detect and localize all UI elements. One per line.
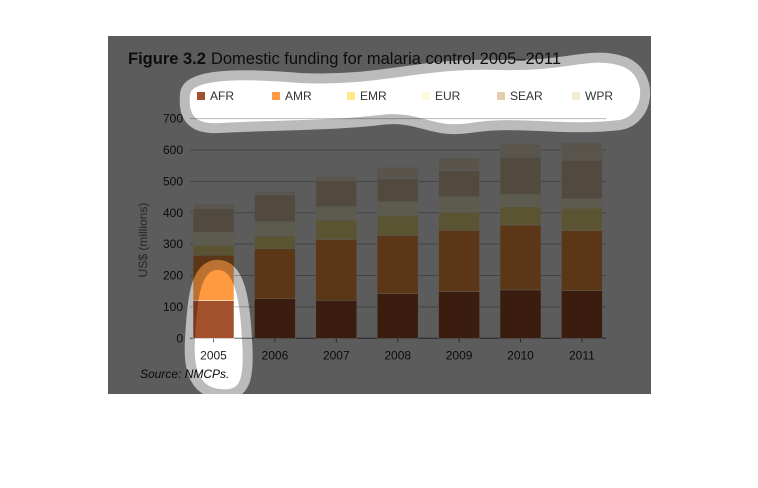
figure-number: Figure 3.2 — [128, 50, 206, 68]
title-text: Domestic funding for malaria control 200… — [211, 50, 561, 68]
y-axis-label: US$ (millions) — [136, 203, 150, 278]
source-note: Source: NMCPs. — [140, 367, 229, 381]
chart-title: Figure 3.2 Domestic funding for malaria c… — [128, 50, 561, 68]
dim-overlay — [108, 36, 651, 394]
